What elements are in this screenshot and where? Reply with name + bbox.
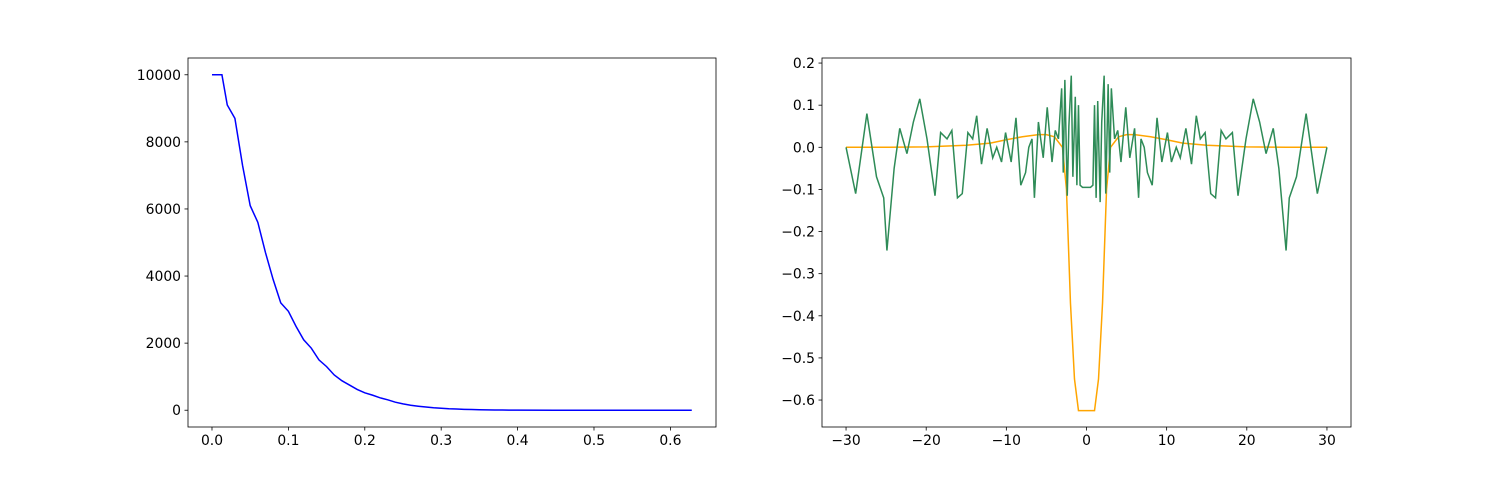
y-tick-label: 10000 — [137, 68, 181, 84]
x-tick-label: −10 — [992, 433, 1021, 449]
x-tick-label: 0.0 — [201, 433, 223, 449]
x-tick-label: −30 — [831, 433, 860, 449]
x-tick-label: 0.2 — [354, 433, 376, 449]
x-tick-label: −20 — [912, 433, 941, 449]
x-tick-label: 0.1 — [277, 433, 299, 449]
y-tick-label: 0 — [172, 403, 181, 419]
y-tick-label: −0.3 — [781, 267, 815, 283]
y-tick-label: 2000 — [146, 336, 181, 352]
x-tick-label: 0.3 — [430, 433, 452, 449]
y-tick-label: 0.1 — [793, 98, 815, 114]
y-tick-label: 4000 — [146, 269, 181, 285]
line-series — [845, 75, 1328, 251]
x-tick-label: 0 — [1082, 433, 1091, 449]
y-tick-label: −0.6 — [781, 393, 815, 409]
y-tick-label: −0.1 — [781, 182, 815, 198]
y-tick-label: −0.5 — [781, 351, 815, 367]
y-tick-label: −0.4 — [781, 309, 815, 325]
x-tick-label: 30 — [1318, 433, 1336, 449]
y-tick-label: 6000 — [146, 202, 181, 218]
x-tick-label: 0.5 — [583, 433, 605, 449]
y-tick-label: 0.0 — [793, 140, 815, 156]
line-series — [846, 133, 1327, 412]
y-tick-label: −0.2 — [781, 225, 815, 241]
y-tick-label: 0.2 — [793, 56, 815, 72]
line-series — [211, 74, 692, 411]
axes-frame — [821, 57, 1352, 428]
x-tick-label: 10 — [1158, 433, 1176, 449]
y-tick-label: 8000 — [146, 135, 181, 151]
x-tick-label: 0.4 — [507, 433, 529, 449]
x-tick-label: 0.6 — [659, 433, 681, 449]
x-tick-label: 20 — [1238, 433, 1256, 449]
axes-frame — [187, 57, 717, 428]
